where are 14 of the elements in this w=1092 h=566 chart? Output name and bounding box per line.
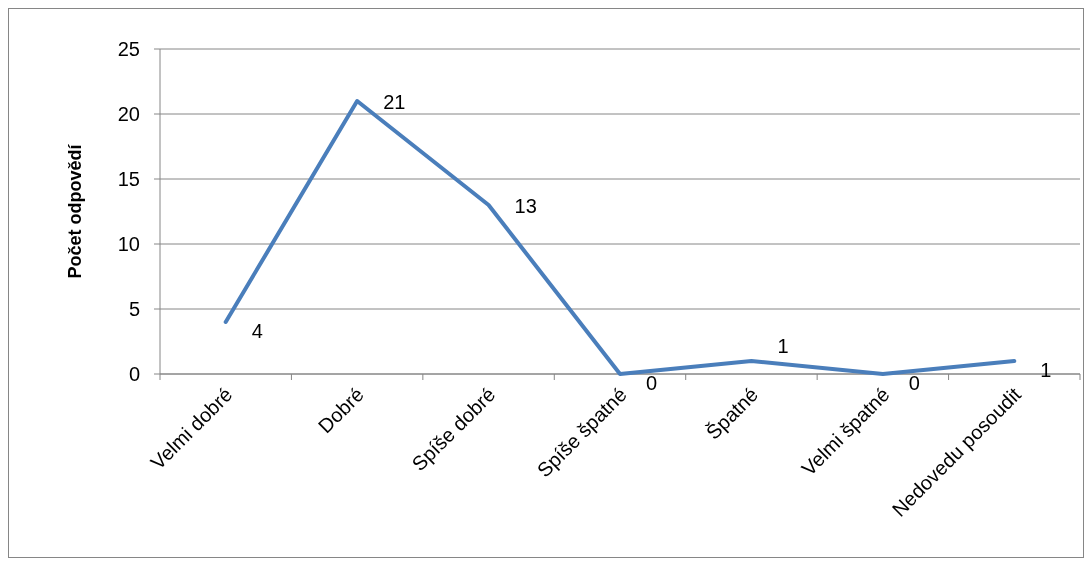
data-label: 1: [1040, 359, 1052, 381]
data-label: 13: [514, 195, 537, 217]
data-label: 1: [777, 335, 789, 357]
y-axis-title: Počet odpovědí: [65, 143, 85, 279]
y-tick-label: 10: [117, 233, 140, 255]
y-tick-label: 5: [128, 298, 140, 320]
y-tick-label: 25: [117, 38, 140, 60]
y-tick-label: 0: [128, 363, 140, 385]
y-tick-label: 15: [117, 168, 140, 190]
data-label: 21: [383, 91, 406, 113]
data-label: 0: [646, 372, 658, 394]
data-label: 0: [908, 372, 920, 394]
y-tick-label: 20: [117, 103, 140, 125]
data-label: 4: [251, 320, 263, 342]
